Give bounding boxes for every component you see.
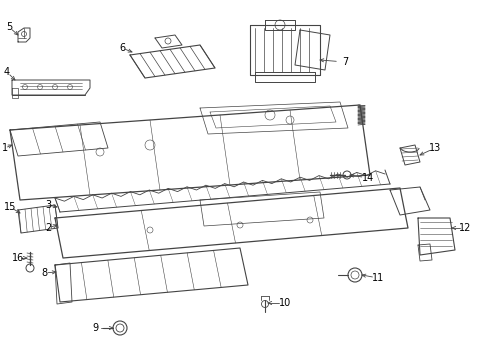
Text: 9: 9 [92,323,98,333]
Text: 4: 4 [4,67,10,77]
Text: 15: 15 [4,202,16,212]
Text: 8: 8 [41,268,47,278]
Text: 10: 10 [279,298,291,308]
Text: 13: 13 [429,143,441,153]
Text: 5: 5 [6,22,12,32]
Text: 1: 1 [2,143,8,153]
Text: 16: 16 [12,253,24,263]
Text: 3: 3 [45,200,51,210]
Text: 7: 7 [342,57,348,67]
Text: 12: 12 [459,223,471,233]
Text: 6: 6 [119,43,125,53]
Text: 14: 14 [362,173,374,183]
Text: 11: 11 [372,273,384,283]
Text: 2: 2 [45,223,51,233]
